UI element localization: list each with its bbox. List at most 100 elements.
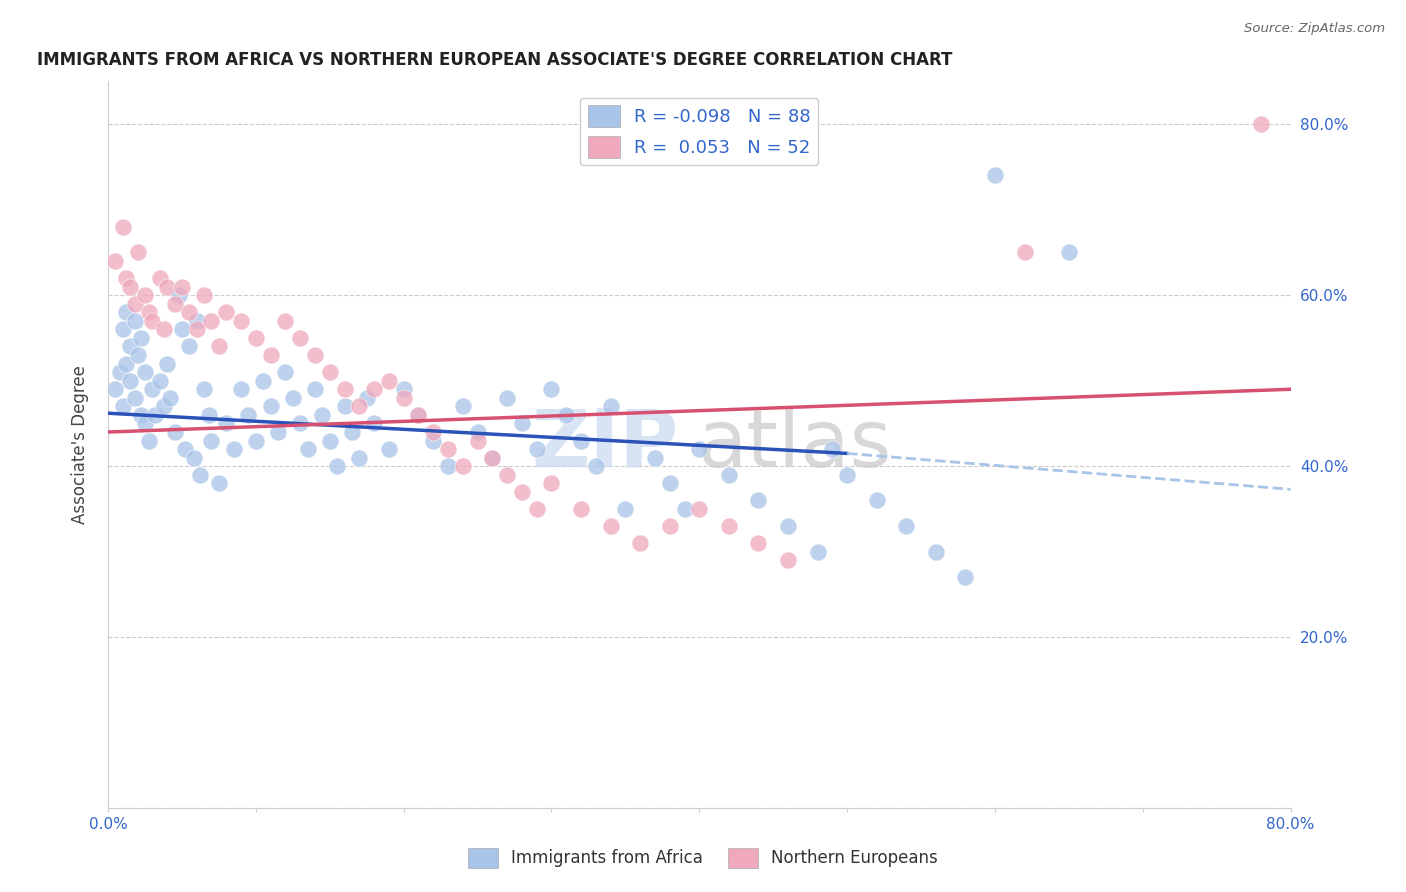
Point <box>984 169 1007 183</box>
Point <box>496 391 519 405</box>
Point <box>392 382 415 396</box>
Point <box>141 314 163 328</box>
Point <box>170 322 193 336</box>
Point <box>496 467 519 482</box>
Point <box>437 459 460 474</box>
Point <box>252 374 274 388</box>
Point <box>896 519 918 533</box>
Text: atlas: atlas <box>697 406 891 483</box>
Point <box>467 425 489 439</box>
Point <box>124 391 146 405</box>
Point <box>326 459 349 474</box>
Point <box>955 570 977 584</box>
Point <box>378 374 401 388</box>
Point <box>149 374 172 388</box>
Point <box>129 331 152 345</box>
Point <box>215 305 238 319</box>
Point <box>222 442 245 457</box>
Point <box>183 450 205 465</box>
Point <box>866 493 889 508</box>
Point <box>159 391 181 405</box>
Point <box>179 339 201 353</box>
Point <box>304 348 326 362</box>
Point <box>193 288 215 302</box>
Point <box>197 408 219 422</box>
Point <box>138 305 160 319</box>
Point <box>658 476 681 491</box>
Point <box>451 400 474 414</box>
Point <box>540 476 562 491</box>
Point <box>238 408 260 422</box>
Point <box>114 271 136 285</box>
Point <box>319 434 342 448</box>
Point <box>378 442 401 457</box>
Point <box>156 357 179 371</box>
Point <box>1014 245 1036 260</box>
Point <box>628 536 651 550</box>
Point <box>208 339 231 353</box>
Point <box>837 467 859 482</box>
Point <box>599 400 621 414</box>
Point <box>349 400 371 414</box>
Point <box>153 400 176 414</box>
Point <box>259 400 281 414</box>
Point <box>200 434 222 448</box>
Point <box>717 519 740 533</box>
Point <box>129 408 152 422</box>
Point <box>127 348 149 362</box>
Point <box>186 322 208 336</box>
Point <box>821 442 844 457</box>
Y-axis label: Associate's Degree: Associate's Degree <box>72 366 89 524</box>
Point <box>138 434 160 448</box>
Point <box>274 314 297 328</box>
Point <box>673 502 696 516</box>
Point <box>114 305 136 319</box>
Point <box>1250 117 1272 131</box>
Point <box>658 519 681 533</box>
Point <box>188 467 211 482</box>
Point <box>422 425 444 439</box>
Point <box>340 425 363 439</box>
Point <box>124 314 146 328</box>
Point <box>319 365 342 379</box>
Text: IMMIGRANTS FROM AFRICA VS NORTHERN EUROPEAN ASSOCIATE'S DEGREE CORRELATION CHART: IMMIGRANTS FROM AFRICA VS NORTHERN EUROP… <box>37 51 952 69</box>
Point <box>134 365 156 379</box>
Point <box>156 279 179 293</box>
Point <box>193 382 215 396</box>
Point <box>124 297 146 311</box>
Point <box>481 450 503 465</box>
Point <box>134 417 156 431</box>
Point <box>200 314 222 328</box>
Point <box>925 545 948 559</box>
Point <box>408 408 430 422</box>
Point <box>747 536 769 550</box>
Point <box>747 493 769 508</box>
Point <box>297 442 319 457</box>
Point <box>108 365 131 379</box>
Point <box>555 408 578 422</box>
Point <box>134 288 156 302</box>
Point <box>259 348 281 362</box>
Point <box>267 425 290 439</box>
Point <box>281 391 304 405</box>
Point <box>173 442 195 457</box>
Point <box>111 322 134 336</box>
Legend: Immigrants from Africa, Northern Europeans: Immigrants from Africa, Northern Europea… <box>461 841 945 875</box>
Point <box>1057 245 1080 260</box>
Point <box>333 382 356 396</box>
Point <box>288 417 311 431</box>
Point <box>245 434 267 448</box>
Point <box>179 305 201 319</box>
Point <box>208 476 231 491</box>
Point <box>585 459 607 474</box>
Point <box>153 322 176 336</box>
Point <box>349 450 371 465</box>
Point <box>688 502 710 516</box>
Point <box>437 442 460 457</box>
Point <box>215 417 238 431</box>
Point <box>481 450 503 465</box>
Point <box>141 382 163 396</box>
Point <box>245 331 267 345</box>
Point <box>304 382 326 396</box>
Point <box>274 365 297 379</box>
